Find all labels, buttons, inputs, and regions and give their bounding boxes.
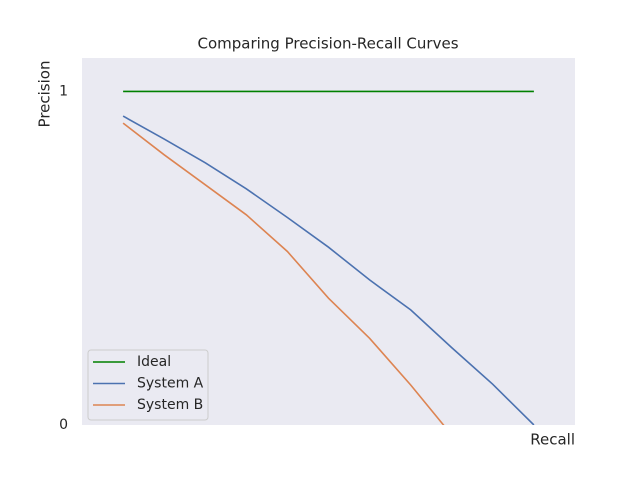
y-tick-label: 0 [59,417,68,433]
legend-label: Ideal [137,354,171,370]
legend-label: System B [137,397,203,413]
chart-title: Comparing Precision-Recall Curves [197,35,458,53]
legend-label: System A [137,376,204,392]
y-axis-label: Precision [36,61,54,128]
line [122,115,535,425]
x-axis-label: Recall [530,431,575,449]
y-tick-label: 1 [59,83,68,99]
legend [87,349,209,421]
line [122,122,445,425]
lines [122,90,535,425]
